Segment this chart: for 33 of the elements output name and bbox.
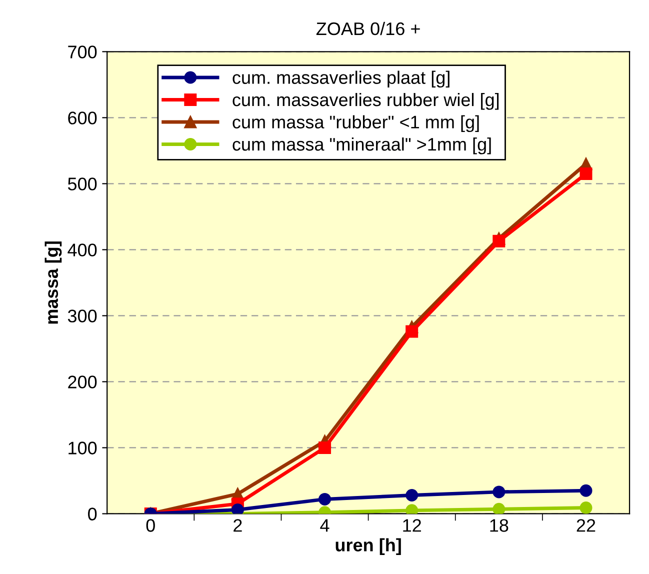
point [492, 502, 506, 514]
y-tick-label: 700 [68, 46, 97, 58]
point [580, 168, 592, 180]
legend-label: cum. massaverlies rubber wiel [g] [232, 92, 499, 110]
x-tick-label: 0 [146, 519, 155, 532]
legend-label: cum. massaverlies plaat [g] [232, 70, 450, 88]
point [231, 504, 244, 514]
x-axis-title: uren [h] [336, 538, 401, 556]
point [318, 492, 332, 506]
y-tick-label: 500 [68, 178, 97, 190]
y-tick-label: 100 [68, 442, 97, 454]
x-tick-label: 22 [576, 519, 596, 532]
point [406, 504, 418, 514]
y-tick-label: 400 [68, 244, 97, 256]
y-axis-title: massa [g] [44, 242, 62, 324]
x-tick-label: 2 [234, 519, 242, 532]
chart-title: ZOAB 0/16 + [316, 22, 420, 36]
y-tick-label: 200 [68, 376, 97, 388]
point [580, 484, 592, 497]
point [406, 488, 418, 502]
x-tick-label: 12 [403, 519, 421, 532]
y-tick-label: 300 [68, 310, 97, 322]
legend-label: cum massa "rubber" <1 mm [g] [232, 115, 479, 132]
x-tick-label: 18 [490, 519, 508, 532]
y-tick-label: 600 [68, 112, 97, 124]
y-tick-label: 0 [88, 508, 97, 520]
point [318, 441, 332, 454]
point [580, 502, 592, 514]
point [406, 325, 418, 338]
point [492, 486, 506, 498]
legend-label: cum massa "mineraal" >1mm [g] [232, 137, 491, 154]
x-tick-label: 4 [320, 519, 330, 532]
point [492, 234, 506, 248]
